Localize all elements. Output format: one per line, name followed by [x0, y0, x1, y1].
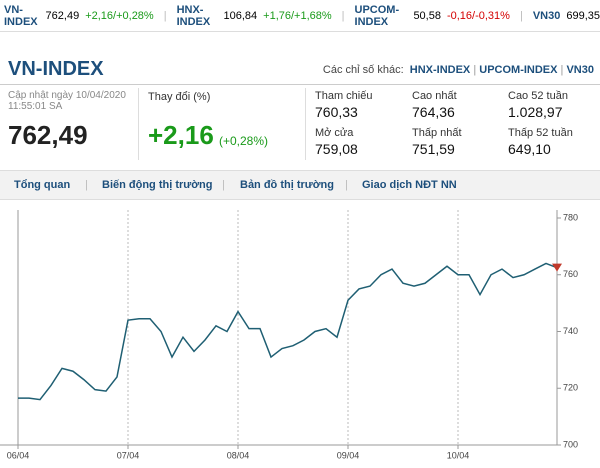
other-link[interactable]: UPCOM-INDEX: [479, 64, 558, 76]
tab[interactable]: Giao dịch NĐT NN: [362, 179, 457, 191]
tab-bar: Tổng quan | Biến động thị trường | Bản đ…: [0, 170, 600, 200]
y-tick-label: 760: [563, 269, 578, 279]
tab[interactable]: Biến động thị trường: [102, 179, 213, 191]
ticker-name[interactable]: HNX-INDEX: [176, 3, 211, 28]
stat-value: 764,36: [412, 104, 455, 120]
ticker-name[interactable]: VN-INDEX: [4, 3, 38, 28]
price: 762,49: [8, 120, 88, 150]
stat-label: Cao nhất: [412, 90, 457, 102]
change: +2,16: [148, 120, 214, 150]
stat-label: Thấp 52 tuần: [508, 127, 573, 139]
y-tick-label: 700: [563, 439, 578, 449]
change-pct: (+0,28%): [219, 134, 269, 148]
stat-value: 1.028,97: [508, 104, 563, 120]
last-price-marker: [552, 263, 562, 272]
stat-label: Thấp nhất: [412, 127, 462, 139]
divider: [305, 88, 306, 160]
y-tick-label: 720: [563, 383, 578, 393]
y-tick-label: 780: [563, 212, 578, 222]
ticker-value: 50,58: [413, 9, 441, 22]
stat-label: Mở cửa: [315, 127, 354, 139]
index-title: VN-INDEX: [8, 58, 104, 80]
price-line: [18, 262, 558, 401]
ticker-change: +2,16/+0,28%: [85, 9, 154, 22]
tab[interactable]: Bản đồ thị trường: [240, 179, 334, 191]
x-tick-label: 08/04: [227, 450, 250, 460]
stat-label: Tham chiếu: [315, 90, 373, 102]
stat-value: 759,08: [315, 141, 358, 157]
update-time: 11:55:01 SA: [8, 101, 63, 112]
updated: Cập nhật ngày 10/04/2020: [8, 90, 126, 101]
other-label: Các chỉ số khác:: [322, 64, 404, 76]
chart: 700 720 740 760 780 06/04 07/04 08/04 09/04 10/04: [0, 210, 578, 460]
stat-value: 751,59: [412, 141, 455, 157]
ticker-value: 762,49: [45, 9, 80, 22]
stat-value: 760,33: [315, 104, 358, 120]
divider: [0, 84, 600, 85]
x-tick-label: 09/04: [337, 450, 360, 460]
change-label: Thay đổi (%): [148, 91, 211, 103]
ticker-bar: VN-INDEX 762,49 +2,16/+0,28% | HNX-INDEX…: [0, 0, 600, 32]
x-tick-label: 07/04: [117, 450, 140, 460]
ticker-name[interactable]: UPCOM-INDEX: [354, 3, 400, 28]
stat-label: Cao 52 tuần: [508, 90, 568, 102]
x-tick-label: 06/04: [7, 450, 30, 460]
stat-value: 649,10: [508, 141, 551, 157]
ticker-change: -0,16/-0,31%: [446, 9, 510, 22]
ticker-value: 106,84: [223, 9, 258, 22]
other-link[interactable]: VN30: [566, 64, 594, 76]
tab[interactable]: Tổng quan: [14, 179, 71, 191]
other-link[interactable]: HNX-INDEX: [409, 64, 471, 76]
x-tick-label: 10/04: [447, 450, 470, 460]
y-tick-label: 740: [563, 326, 578, 336]
ticker-change: +1,76/+1,68%: [263, 9, 332, 22]
divider: [138, 88, 139, 160]
ticker-value: 699,35: [566, 9, 600, 22]
ticker-name[interactable]: VN30: [532, 9, 561, 22]
other-indexes: Các chỉ số khác: HNX-INDEX | UPCOM-INDEX…: [322, 64, 594, 76]
